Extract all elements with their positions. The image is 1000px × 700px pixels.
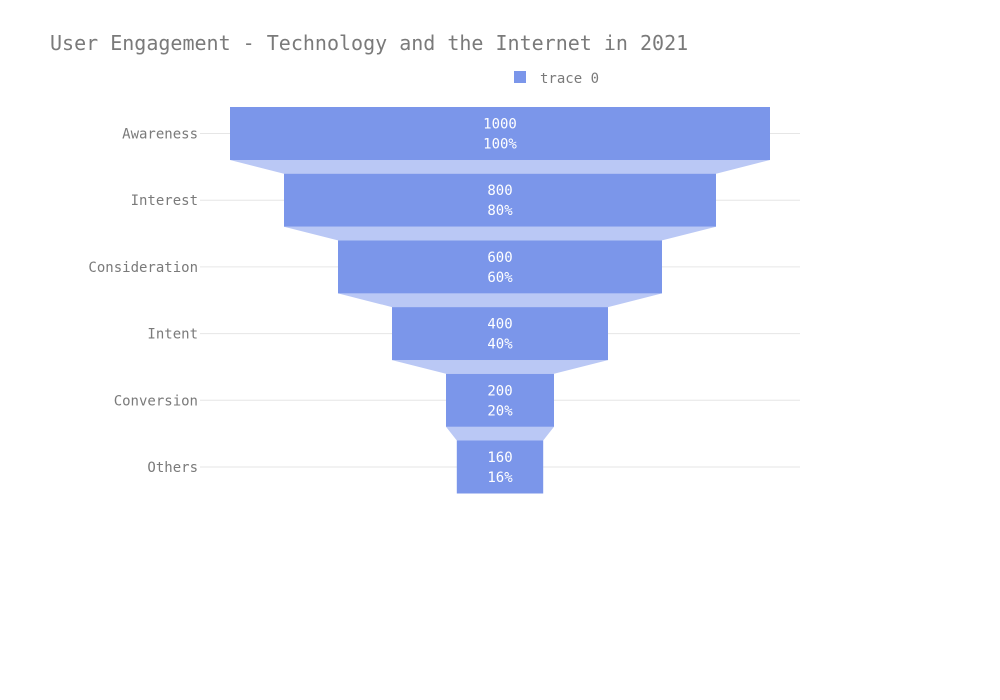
funnel-bars [230, 107, 770, 494]
category-label-conversion: Conversion [114, 393, 198, 409]
funnel-labels: 1000 100% 800 80% 600 60% 400 40% 200 20% 160 16% [483, 117, 517, 487]
connector-awareness [230, 160, 770, 174]
value-label-consideration: 600 [487, 250, 512, 266]
legend-swatch-trace-0[interactable] [514, 71, 526, 83]
category-axis: Awareness Interest Consideration Intent Conv… [88, 127, 198, 477]
percent-label-awareness: 100% [483, 137, 517, 153]
value-label-conversion: 200 [487, 383, 512, 399]
value-label-intent: 400 [487, 317, 512, 333]
percent-label-interest: 80% [487, 203, 513, 219]
percent-label-intent: 40% [487, 337, 513, 353]
funnel-bar-conversion[interactable] [446, 373, 554, 427]
category-label-intent: Intent [147, 327, 198, 343]
connector-intent [392, 360, 608, 374]
legend[interactable]: trace 0 [514, 71, 599, 87]
legend-label-trace-0[interactable]: trace 0 [540, 71, 599, 87]
category-label-others: Others [147, 460, 198, 476]
value-label-interest: 800 [487, 183, 512, 199]
funnel-bar-interest[interactable] [284, 173, 716, 227]
chart-title: User Engagement - Technology and the Int… [50, 31, 688, 55]
funnel-bar-others[interactable] [456, 440, 544, 494]
value-label-others: 160 [487, 450, 512, 466]
percent-label-conversion: 20% [487, 403, 513, 419]
value-label-awareness: 1000 [483, 117, 517, 133]
percent-label-consideration: 60% [487, 270, 513, 286]
category-label-interest: Interest [131, 193, 198, 209]
category-label-awareness: Awareness [122, 127, 198, 143]
funnel-bar-intent[interactable] [392, 307, 608, 361]
funnel-bar-awareness[interactable] [230, 107, 770, 160]
connector-conversion [446, 426, 554, 441]
funnel-bar-consideration[interactable] [338, 240, 662, 294]
connector-interest [284, 226, 716, 241]
category-label-consideration: Consideration [88, 260, 198, 276]
connector-consideration [338, 293, 662, 308]
percent-label-others: 16% [487, 470, 513, 486]
funnel-connectors [230, 160, 770, 441]
